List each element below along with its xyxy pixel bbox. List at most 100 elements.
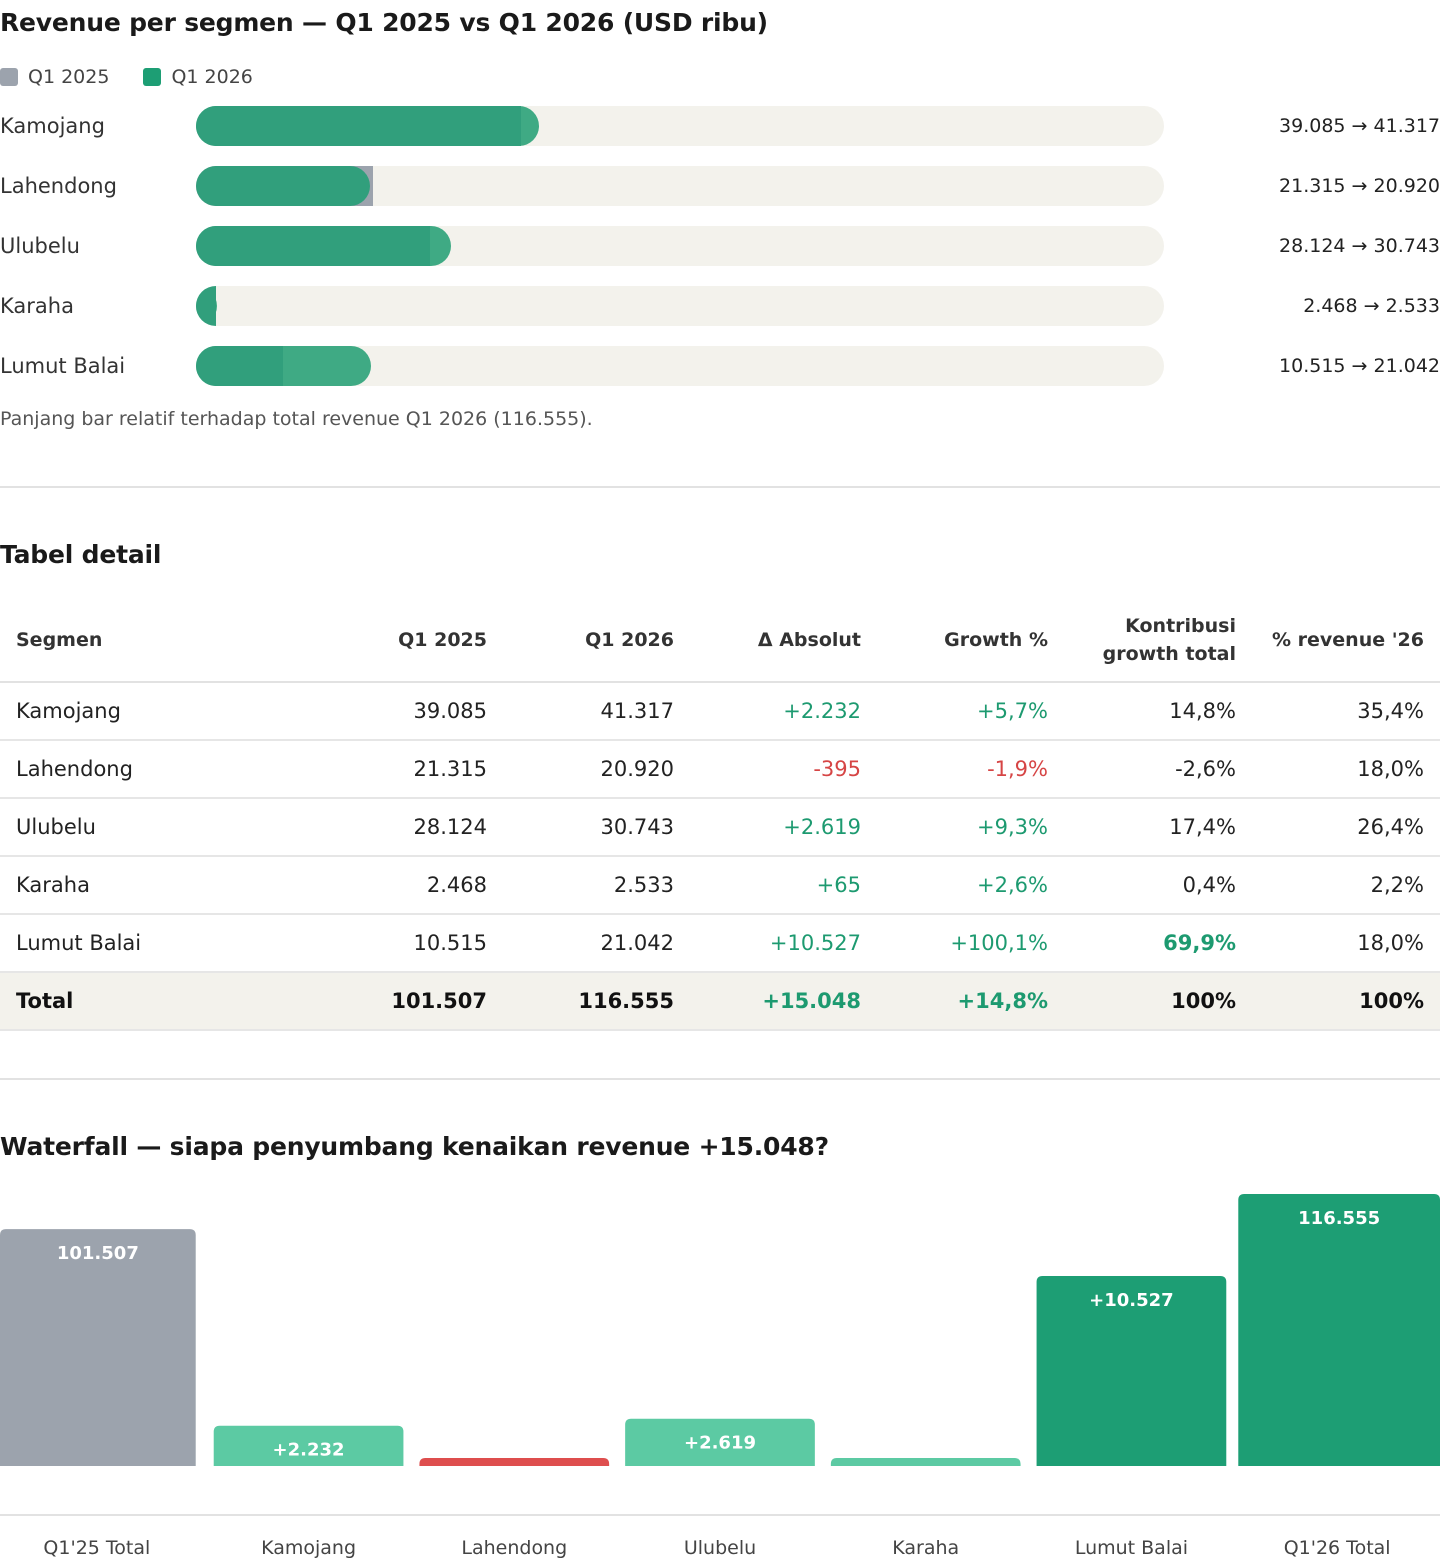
table-total-cell: 116.555 bbox=[503, 972, 690, 1031]
waterfall-category-label: Lahendong bbox=[461, 1537, 567, 1559]
bar-value-label: 21.315 → 20.920 bbox=[1279, 175, 1440, 197]
table-row: Kamojang 39.085 41.317 +2.232 +5,7% 14,8% 35,4… bbox=[0, 682, 1440, 741]
bar-track bbox=[196, 106, 1164, 146]
waterfall-value-label: 116.555 bbox=[1298, 1208, 1380, 1229]
waterfall-chart: 101.507 Q1'25 Total +2.232 Kamojang Lahendon… bbox=[0, 1194, 1440, 1559]
bar-category-label: Lahendong bbox=[0, 174, 117, 198]
table-header-cell: Kontribusi growth total bbox=[1064, 598, 1252, 683]
table-cell: Kamojang bbox=[0, 682, 316, 741]
table-cell: +65 bbox=[690, 856, 877, 915]
waterfall-bar bbox=[1238, 1194, 1440, 1466]
waterfall-value-label: +2.619 bbox=[684, 1433, 756, 1454]
waterfall-category-label: Lumut Balai bbox=[1075, 1537, 1188, 1559]
table-cell: 39.085 bbox=[316, 682, 503, 741]
chart-legend: Q1 2025 Q1 2026 bbox=[0, 66, 253, 88]
table-title: Tabel detail bbox=[0, 540, 162, 569]
table-cell: Karaha bbox=[0, 856, 316, 915]
waterfall-value-label: +2.232 bbox=[273, 1440, 345, 1461]
bar-value-label: 2.468 → 2.533 bbox=[1303, 295, 1440, 317]
table-cell: 41.317 bbox=[503, 682, 690, 741]
table-cell: Ulubelu bbox=[0, 798, 316, 857]
table-row: Lumut Balai 10.515 21.042 +10.527 +100,1% 69,… bbox=[0, 914, 1440, 973]
table-cell: +100,1% bbox=[877, 914, 1064, 973]
table-cell: 26,4% bbox=[1252, 798, 1440, 857]
table-cell: 35,4% bbox=[1252, 682, 1440, 741]
waterfall-category-label: Kamojang bbox=[261, 1537, 356, 1559]
bar-track bbox=[196, 226, 1164, 266]
table-cell: 0,4% bbox=[1064, 856, 1252, 915]
table-total-row: Total 101.507 116.555 +15.048 +14,8% 100% 100% bbox=[0, 972, 1440, 1031]
table-cell: +2.619 bbox=[690, 798, 877, 857]
waterfall-bar bbox=[213, 1425, 404, 1466]
table-header-row: Segmen Q1 2025 Q1 2026 Δ Absolut Growth % Kon… bbox=[0, 598, 1440, 683]
bar-category-label: Lumut Balai bbox=[0, 354, 126, 378]
revenue-chart-title: Revenue per segmen — Q1 2025 vs Q1 2026 … bbox=[0, 8, 768, 37]
bar-row: Kamojang 39.085 → 41.317 bbox=[0, 106, 1440, 146]
table-cell: +10.527 bbox=[690, 914, 877, 973]
table-cell: 20.920 bbox=[503, 740, 690, 799]
waterfall-title: Waterfall — siapa penyumbang kenaikan re… bbox=[0, 1132, 829, 1161]
bar-value-label: 10.515 → 21.042 bbox=[1279, 355, 1440, 377]
table-total-cell: +15.048 bbox=[690, 972, 877, 1031]
bar-q1-2025 bbox=[196, 106, 521, 146]
table-cell: 21.315 bbox=[316, 740, 503, 799]
table-body: Kamojang 39.085 41.317 +2.232 +5,7% 14,8% 35,4… bbox=[0, 682, 1440, 1031]
legend-item-q1-2025: Q1 2025 bbox=[0, 66, 109, 88]
table-header-cell: Δ Absolut bbox=[690, 598, 877, 683]
table-total-cell: +14,8% bbox=[877, 972, 1064, 1031]
bar-category-label: Kamojang bbox=[0, 114, 105, 138]
table-row: Lahendong 21.315 20.920 -395 -1,9% -2,6% 18,0% bbox=[0, 740, 1440, 799]
bar-row: Lahendong 21.315 → 20.920 bbox=[0, 166, 1440, 206]
legend-swatch-q1-2025 bbox=[0, 68, 18, 86]
table-cell: Lahendong bbox=[0, 740, 316, 799]
table-cell: +2.232 bbox=[690, 682, 877, 741]
table-cell: Lumut Balai bbox=[0, 914, 316, 973]
table-cell: 69,9% bbox=[1064, 914, 1252, 973]
waterfall-category-label: Q1'26 Total bbox=[1284, 1537, 1391, 1559]
bar-track bbox=[196, 346, 1164, 386]
table-cell: 2,2% bbox=[1252, 856, 1440, 915]
table-cell: 10.515 bbox=[316, 914, 503, 973]
table-row: Ulubelu 28.124 30.743 +2.619 +9,3% 17,4% 26,4% bbox=[0, 798, 1440, 857]
chart-note: Panjang bar relatif terhadap total reven… bbox=[0, 408, 593, 430]
table-header-cell: Segmen bbox=[0, 598, 316, 683]
waterfall-bar bbox=[0, 1229, 196, 1466]
table-cell: +5,7% bbox=[877, 682, 1064, 741]
table-cell: 17,4% bbox=[1064, 798, 1252, 857]
table-header-cell: Q1 2026 bbox=[503, 598, 690, 683]
table-header-cell: % revenue '26 bbox=[1252, 598, 1440, 683]
table-header-cell: Q1 2025 bbox=[316, 598, 503, 683]
waterfall-category-label: Ulubelu bbox=[684, 1537, 756, 1559]
waterfall-bar bbox=[830, 1458, 1021, 1466]
waterfall-value-label: +10.527 bbox=[1089, 1290, 1174, 1311]
table-cell: 21.042 bbox=[503, 914, 690, 973]
legend-label-q1-2025: Q1 2025 bbox=[28, 66, 110, 88]
legend-label-q1-2026: Q1 2026 bbox=[171, 66, 253, 88]
section-divider bbox=[0, 486, 1440, 488]
waterfall-category-label: Q1'25 Total bbox=[43, 1537, 150, 1559]
bar-value-label: 28.124 → 30.743 bbox=[1279, 235, 1440, 257]
waterfall-bar bbox=[625, 1418, 815, 1466]
table-header-cell: Growth % bbox=[877, 598, 1064, 683]
table-total-cell: 100% bbox=[1064, 972, 1252, 1031]
bar-category-label: Ulubelu bbox=[0, 234, 80, 258]
table-total-cell: Total bbox=[0, 972, 316, 1031]
table-row: Karaha 2.468 2.533 +65 +2,6% 0,4% 2,2% bbox=[0, 856, 1440, 915]
section-divider bbox=[0, 1078, 1440, 1080]
bar-row: Ulubelu 28.124 → 30.743 bbox=[0, 226, 1440, 266]
bar-q1-2025 bbox=[196, 226, 430, 266]
bar-q1-2025 bbox=[196, 346, 284, 386]
bar-value-label: 39.085 → 41.317 bbox=[1279, 115, 1440, 137]
table-cell: -1,9% bbox=[877, 740, 1064, 799]
legend-item-q1-2026: Q1 2026 bbox=[143, 66, 253, 88]
table-cell: +2,6% bbox=[877, 856, 1064, 915]
table-cell: 2.468 bbox=[316, 856, 503, 915]
table-cell: 18,0% bbox=[1252, 740, 1440, 799]
table-cell: -395 bbox=[690, 740, 877, 799]
bar-track bbox=[196, 286, 1164, 326]
table-total-cell: 101.507 bbox=[316, 972, 503, 1031]
bar-row: Karaha 2.468 → 2.533 bbox=[0, 286, 1440, 326]
detail-table: Segmen Q1 2025 Q1 2026 Δ Absolut Growth % Kon… bbox=[0, 598, 1440, 1031]
table-cell: 28.124 bbox=[316, 798, 503, 857]
bar-q1-2026 bbox=[196, 166, 370, 206]
